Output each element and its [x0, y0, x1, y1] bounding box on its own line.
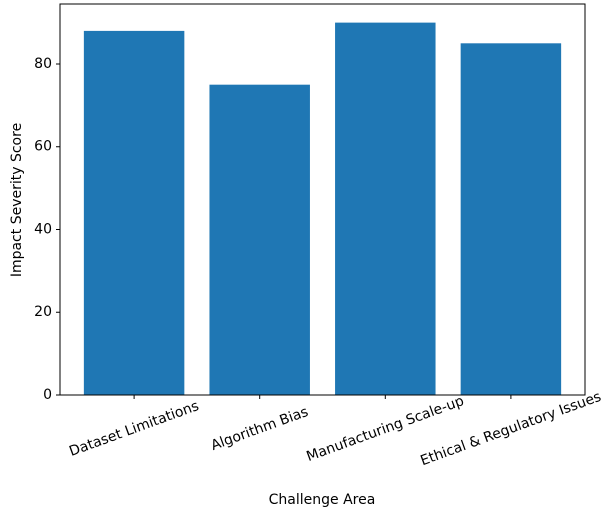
y-tick-label: 60	[34, 139, 52, 155]
bar	[460, 43, 562, 395]
y-tick-label: 0	[43, 387, 52, 403]
y-axis-label: Impact Severity Score	[9, 123, 25, 277]
x-tick-label: Algorithm Bias	[209, 404, 311, 454]
bar	[83, 30, 185, 396]
bar	[209, 84, 310, 395]
bar	[335, 22, 436, 395]
y-tick-label: 20	[34, 304, 52, 320]
y-tick-label: 40	[34, 221, 52, 237]
x-axis-label: Challenge Area	[269, 492, 376, 508]
x-tick-label: Dataset Limitations	[67, 398, 201, 460]
plot-frame	[59, 3, 586, 396]
y-tick-label: 80	[34, 56, 52, 72]
